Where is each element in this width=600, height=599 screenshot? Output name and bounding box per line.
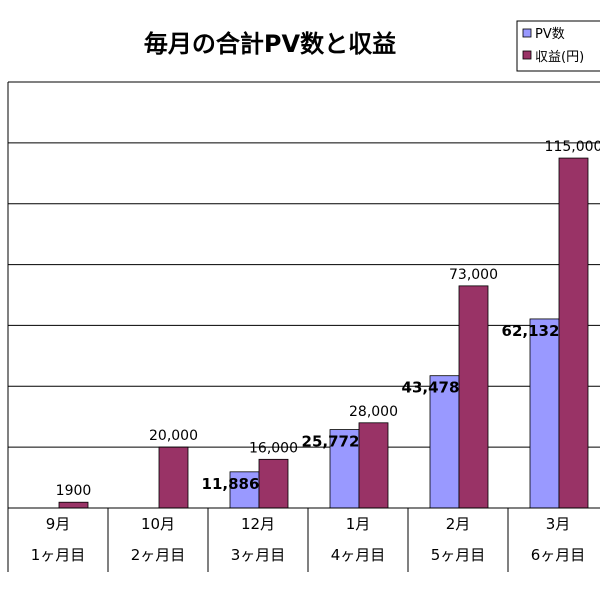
data-label-pv: 11,886 [202,475,260,493]
x-tick-label-period: 5ヶ月目 [431,546,486,564]
legend-label-revenue: 収益(円) [535,50,584,65]
x-axis: 9月 1ヶ月目 10月 2ヶ月目 12月 3ヶ月目 1月 4ヶ月目 2月 5ヶ月目 3月 6ヶ月目 [7,507,600,572]
data-label-pv: 43,478 [402,379,460,397]
x-tick-label-period: 6ヶ月目 [531,546,586,564]
bar-revenue [258,458,289,509]
x-tick-label-month: 12月 [241,515,275,533]
x-tick-label-period: 1ヶ月目 [31,546,86,564]
x-tick-label-month: 3月 [546,515,571,533]
data-label-revenue: 73,000 [449,267,498,283]
x-tick-label-month: 9月 [46,515,71,533]
data-label-pv: 25,772 [302,433,360,451]
x-tick-label-period: 3ヶ月目 [231,546,286,564]
x-tick-label-period: 2ヶ月目 [131,546,186,564]
x-tick-label-month: 1月 [346,515,371,533]
legend: PV数 収益(円) [516,20,600,72]
data-label-revenue: 1900 [56,483,92,499]
x-tick-label-month: 10月 [141,515,175,533]
bar-revenue [358,422,389,509]
bar-revenue [458,285,489,509]
plot-area: 11,886 25,772 43,478 62,132 1900 20,000 16,000… [7,81,600,572]
legend-label-pv: PV数 [535,27,565,42]
data-label-revenue: 115,000 [545,139,600,155]
chart-title: 毎月の合計PV数と収益 [144,30,396,58]
data-label-revenue: 16,000 [249,440,298,456]
data-label-revenue: 20,000 [149,428,198,444]
x-tick-label-month: 2月 [446,515,471,533]
bar-revenue [158,446,189,509]
bar-pv [429,375,460,509]
data-label-revenue: 28,000 [349,404,398,420]
legend-swatch-revenue [522,50,532,60]
bar-revenue [558,157,589,509]
legend-swatch-pv [522,28,532,38]
bar-revenue [58,501,89,509]
data-label-pv: 62,132 [502,322,560,340]
bar-pv [529,318,560,509]
x-tick-label-period: 4ヶ月目 [331,546,386,564]
